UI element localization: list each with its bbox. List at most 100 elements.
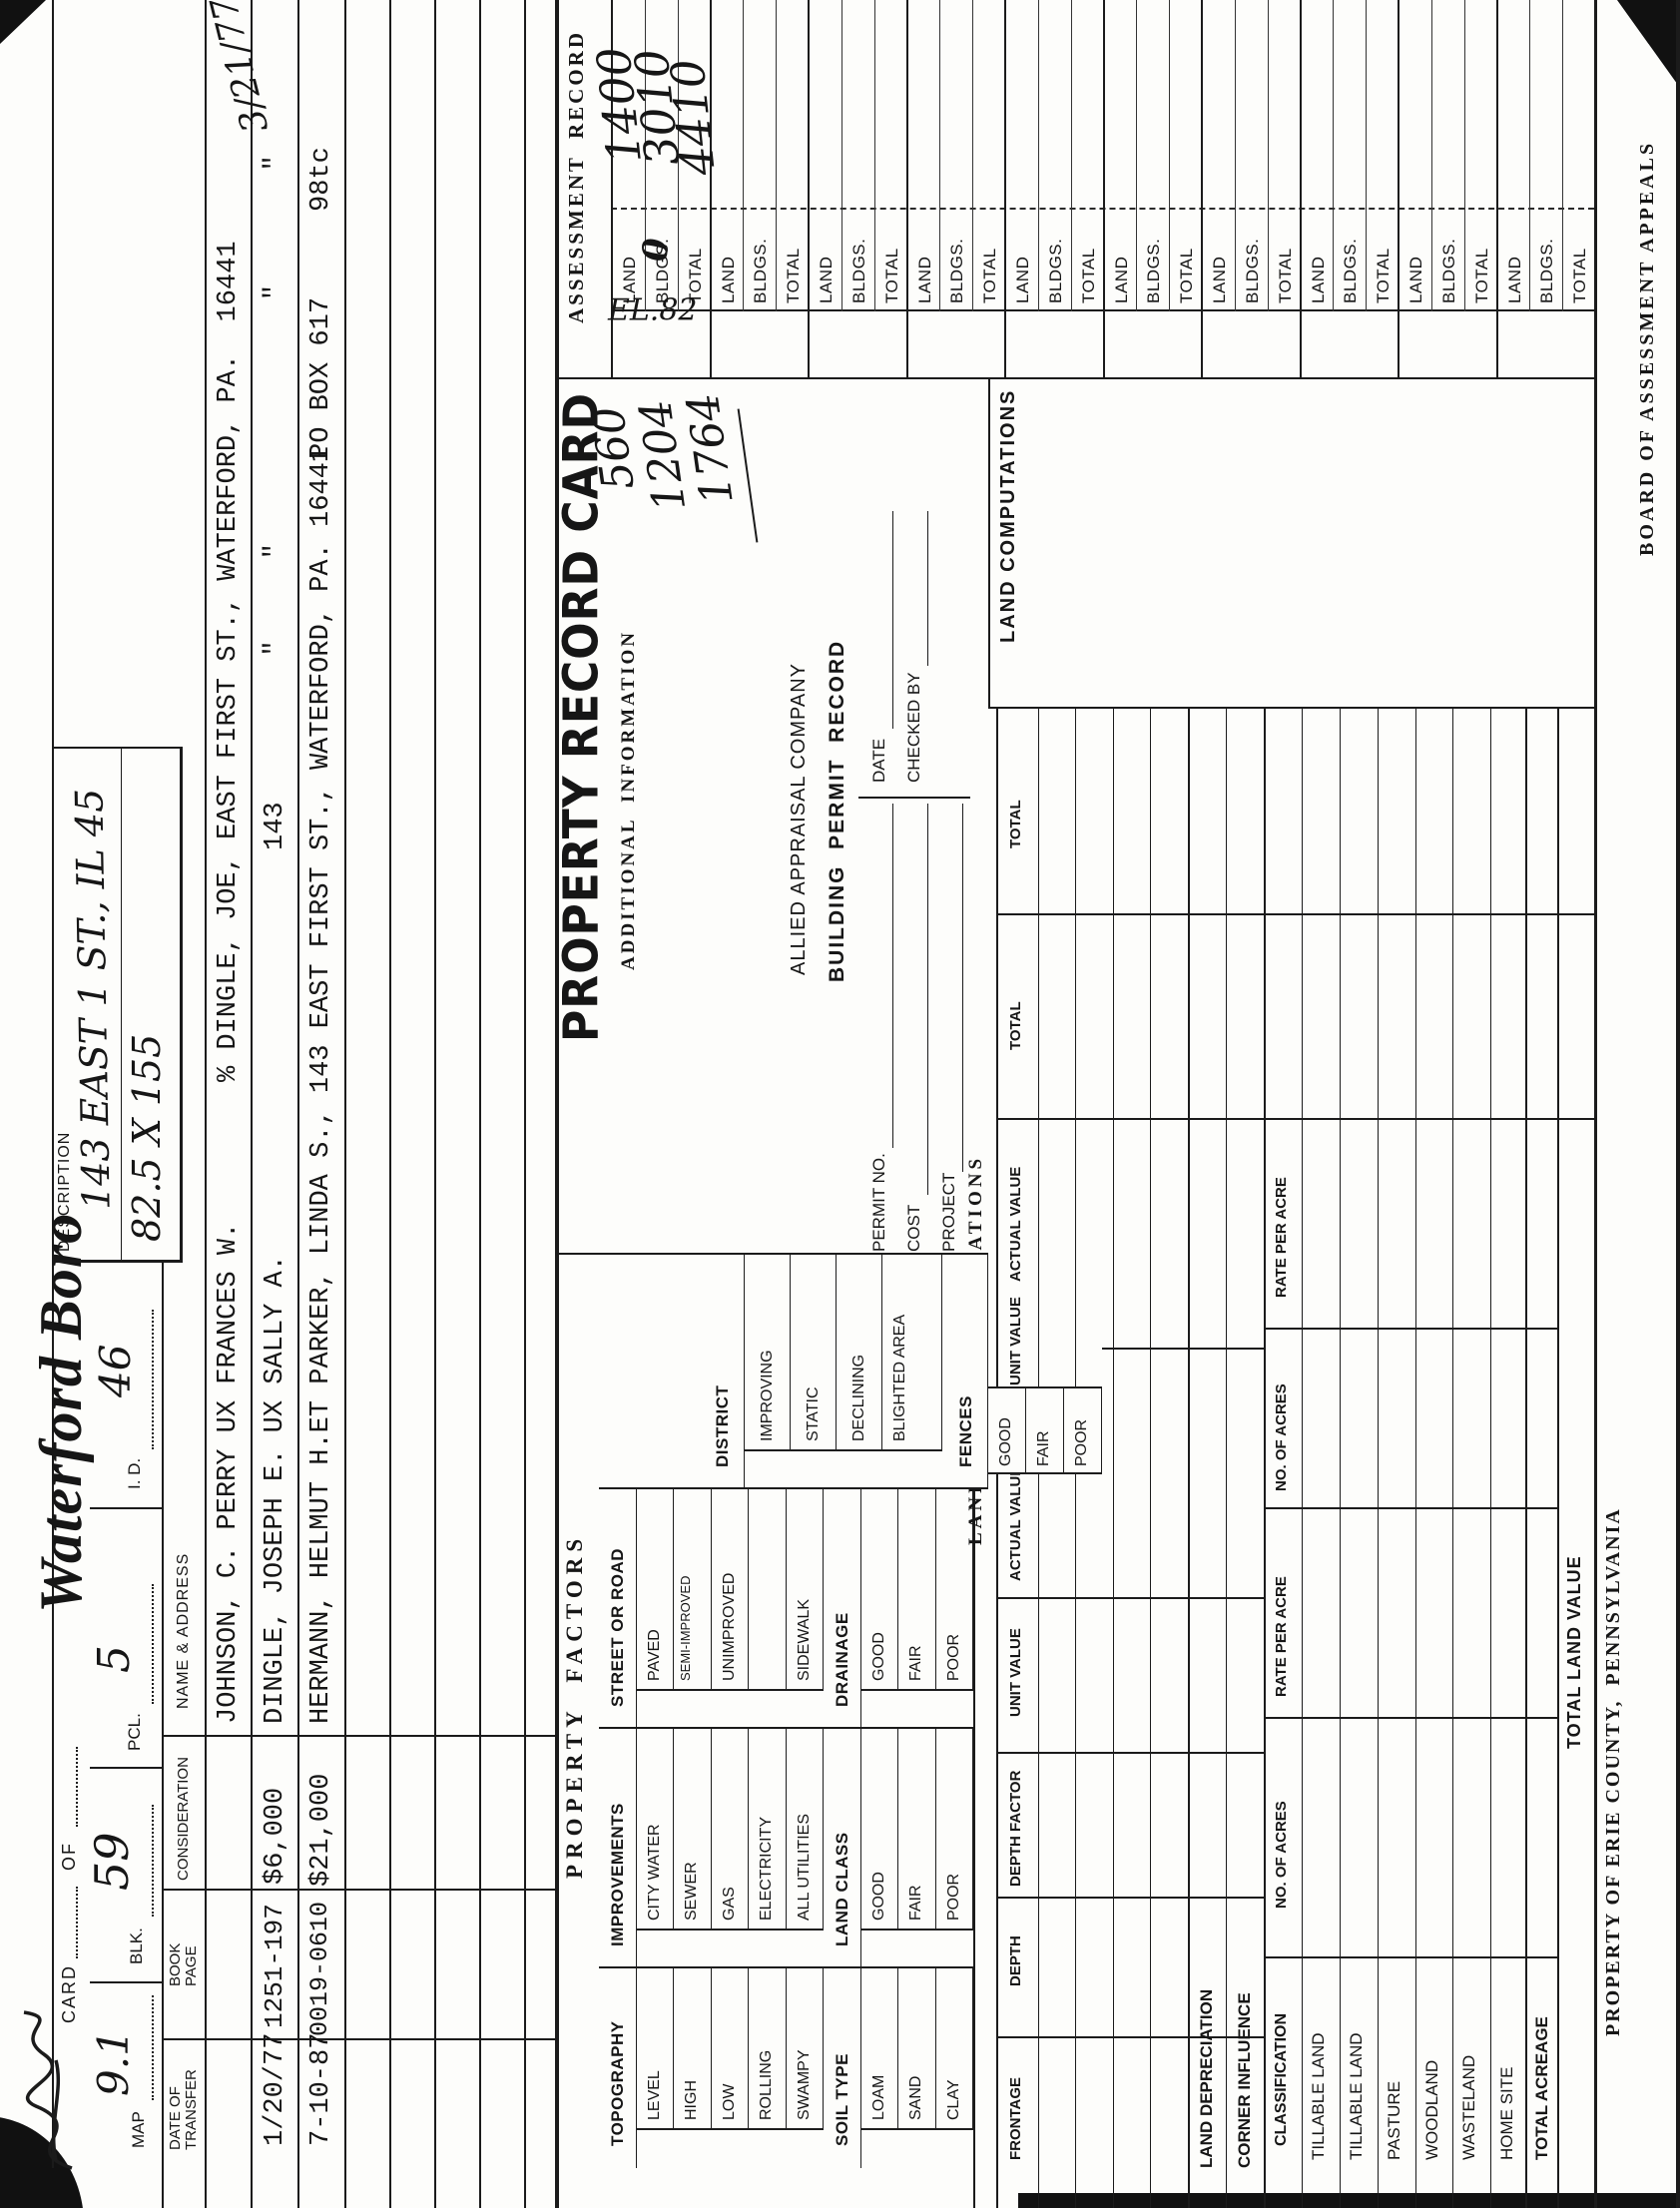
class-row-1 [1302,709,1303,2208]
handwritten-scribble [23,2010,73,2170]
lvc-header-total-1: TOTAL [1007,1001,1024,1050]
assessment-row-land: LAND [1203,0,1236,311]
factor-option: ALL UTILITIES [786,1729,824,1931]
class-row-home-site: HOME SITE [1497,2066,1516,2160]
factor-option: DECLINING [837,1255,882,1451]
checked-by-rule [927,511,928,666]
factor-option: CITY WATER [636,1729,674,1931]
factor-option: GAS [711,1729,749,1931]
lvc-col-1 [996,2036,1264,2038]
factor-option: HIGH [674,1968,712,2130]
factor-option: SIDEWALK [786,1489,824,1691]
assessment-groups: LAND BLDGS. TOTAL LAND BLDGS. TOTAL LAND… [611,0,1596,379]
card-leader [76,1887,78,1958]
class-row-6 [1490,709,1491,2208]
factor-option: GOOD [860,1489,898,1691]
blk-value: 59 [85,1832,139,1891]
total-land-value-label: TOTAL LAND VALUE [1564,1555,1584,1749]
field-sep-2 [90,1767,162,1769]
assessment-row-land: LAND [1006,0,1039,311]
factor-option: FAIR [898,1729,936,1931]
factor-option: ELECTRICITY [749,1729,787,1931]
assessment-label-scribble: 0 [636,238,676,262]
scan-bottom-edge [1676,0,1680,2208]
class-col-1 [1264,1956,1557,1958]
transfer-row-line-5 [389,0,391,2208]
owner-3-name: HERMANN, HELMUT H.ET PARKER, LINDA S., 1… [306,445,336,1724]
class-col-2 [1264,1717,1557,1719]
assessment-title: ASSESSMENT RECORD [564,29,588,323]
lvc-header-unit-value-2: UNIT VALUE [1007,1297,1024,1385]
class-header-rate-1: RATE PER ACRE [1273,1576,1290,1697]
factor-option: SAND [898,1968,936,2130]
description-box-left [52,1260,182,1263]
assessment-row-bldgs: BLDGS. [841,0,875,311]
section-heavy-rule [555,0,559,2208]
id-value: 46 [91,1344,140,1397]
transfer-2-book: 1251-197 [260,1904,289,2028]
additional-info-values: 560 1204 1764 [583,390,750,568]
factors-subheader: FENCES [942,1255,988,1489]
factor-option: ROLLING [749,1968,787,2130]
factors-header: DISTRICT [699,1255,745,1489]
lvc-col-2 [996,1897,1264,1899]
transfer-3-consideration: $21,000 [306,1773,336,1887]
land-computations-title: LAND COMPUTATIONS [997,388,1019,643]
factors-title: PROPERTY FACTORS [562,1532,587,1879]
map-value: 9.1 [89,2029,138,2096]
class-row-pasture: PASTURE [1385,2080,1403,2160]
appraisal-company: ALLIED APPRAISAL COMPANY [788,663,810,975]
land-computations-box-top [988,379,990,709]
permit-no-label: PERMIT NO. [869,1153,888,1252]
assessment-row-total: TOTAL [980,248,1000,303]
assessment-year-note: EL.82 [607,292,698,328]
project-rule [962,804,963,1172]
blk-leader [152,1805,154,1917]
transfer-sep-2 [162,1889,556,1891]
assessment-group: LAND BLDGS. TOTAL [1497,0,1596,379]
factor-option: PAVED [636,1489,674,1691]
scan-corner-triangle-br [1617,0,1680,88]
map-leader [152,1995,154,2100]
assessment-group: LAND BLDGS. TOTAL [1301,0,1400,379]
owner-3-pobox: PO BOX 617 [306,296,336,459]
assessment-group: LAND BLDGS. TOTAL [711,0,810,379]
footer-owner-text: PROPERTY OF ERIE COUNTY, PENNSYLVANIA [1602,1507,1624,2036]
transfer-row-line-2 [251,0,253,2208]
permit-divider [858,797,970,799]
land-depreciation-label: LAND DEPRECIATION [1197,1988,1216,2168]
pcl-label: PCL. [125,1713,144,1751]
assessment-row-total: TOTAL [784,248,804,303]
class-row-2 [1340,709,1341,2208]
factors-divider-1 [599,1966,973,1968]
factors-col-street: STREET OR ROAD PAVED SEMI-IMPROVED UNIMP… [599,1489,973,1729]
description-label: DESCRIPTION [56,1131,73,1252]
factors-col-improvements: IMPROVEMENTS CITY WATER SEWER GAS ELECTR… [599,1729,973,1968]
assessment-group: LAND BLDGS. TOTAL [1006,0,1105,379]
owner-3-code: 98tc [306,147,336,212]
date-rule [892,511,893,729]
assessment-row-land: LAND [1400,0,1432,311]
assessment-row-bldgs: BLDGS. [1431,0,1465,311]
class-row-wasteland: WASTELAND [1459,2054,1478,2160]
class-header-rate-2: RATE PER ACRE [1273,1177,1290,1298]
class-col-4 [1264,1328,1557,1330]
assessment-row-total: TOTAL [1078,248,1098,303]
factor-option: LOAM [860,1968,898,2130]
factors-subheader: LAND CLASS [824,1729,861,1968]
lvc-row-g [1264,709,1266,2208]
assessment-row-bldgs: BLDGS. [1530,0,1564,311]
id-label: I. D. [125,1457,144,1489]
factors-subheader: DRAINAGE [824,1489,861,1729]
blk-label: BLK. [127,1928,146,1964]
col-book-page: BOOK PAGE [167,1942,200,1986]
date-label: DATE [869,738,888,783]
factor-option: CLAY [935,1968,973,2130]
factors-header: IMPROVEMENTS [599,1729,637,1968]
assessment-row-bldgs: BLDGS. [1137,0,1171,311]
factors-bottom-rule [973,1489,975,2208]
transfer-row-line-6 [434,0,436,2208]
assessment-group: LAND BLDGS. TOTAL [1104,0,1203,379]
factor-option: GOOD [860,1729,898,1931]
